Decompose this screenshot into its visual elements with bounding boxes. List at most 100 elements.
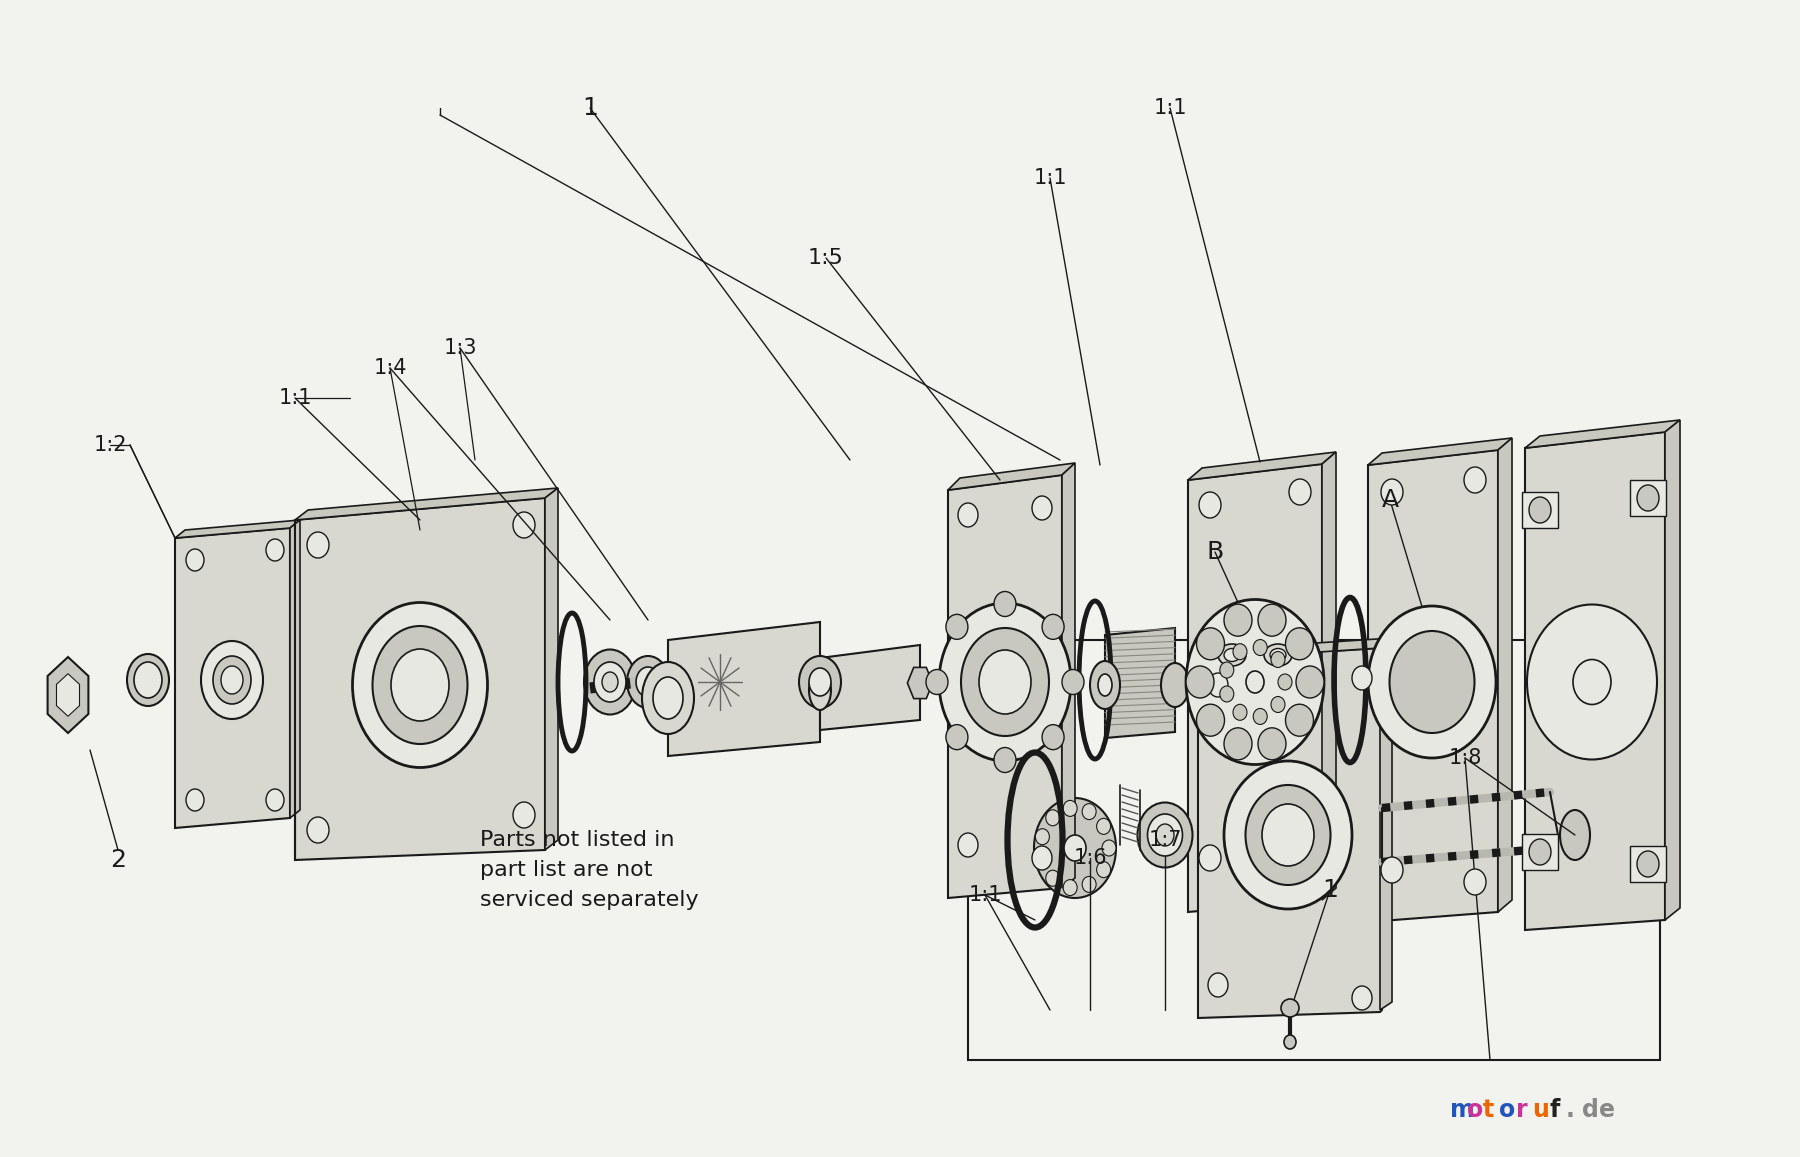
Ellipse shape	[1098, 675, 1112, 697]
Text: o: o	[1467, 1098, 1483, 1122]
Ellipse shape	[1285, 628, 1314, 659]
Ellipse shape	[1289, 857, 1310, 883]
Ellipse shape	[1197, 705, 1224, 736]
Ellipse shape	[1199, 492, 1220, 518]
Ellipse shape	[133, 662, 162, 698]
Polygon shape	[1498, 439, 1512, 912]
Ellipse shape	[594, 662, 626, 702]
Ellipse shape	[1031, 496, 1051, 519]
Ellipse shape	[1636, 485, 1660, 511]
Ellipse shape	[1636, 852, 1660, 877]
Polygon shape	[1062, 463, 1075, 889]
Polygon shape	[821, 644, 920, 730]
Ellipse shape	[1031, 846, 1051, 870]
Ellipse shape	[1224, 728, 1253, 760]
Text: Parts not listed in
part list are not
serviced separately: Parts not listed in part list are not se…	[481, 831, 698, 909]
Polygon shape	[1525, 432, 1665, 930]
Polygon shape	[295, 488, 558, 519]
Polygon shape	[1199, 648, 1382, 1018]
Ellipse shape	[1197, 628, 1224, 659]
Ellipse shape	[1285, 705, 1314, 736]
Text: 1:8: 1:8	[1449, 747, 1481, 768]
Ellipse shape	[1064, 835, 1085, 861]
Text: 1:7: 1:7	[1148, 830, 1183, 850]
Ellipse shape	[1033, 798, 1116, 898]
Ellipse shape	[221, 666, 243, 694]
Ellipse shape	[1258, 728, 1285, 760]
Polygon shape	[175, 519, 301, 538]
Ellipse shape	[1271, 649, 1285, 662]
Polygon shape	[56, 673, 79, 716]
Ellipse shape	[1561, 810, 1589, 860]
Ellipse shape	[1220, 662, 1233, 678]
Ellipse shape	[1046, 870, 1060, 886]
Ellipse shape	[1368, 606, 1496, 758]
Ellipse shape	[1082, 804, 1096, 819]
Ellipse shape	[626, 656, 670, 708]
Ellipse shape	[1156, 824, 1174, 846]
Text: d: d	[1582, 1098, 1598, 1122]
Polygon shape	[1631, 480, 1667, 516]
Ellipse shape	[635, 666, 661, 697]
Ellipse shape	[1035, 852, 1049, 868]
Ellipse shape	[1463, 467, 1487, 493]
Text: 1:3: 1:3	[443, 338, 477, 358]
Ellipse shape	[1042, 724, 1064, 750]
Ellipse shape	[1289, 479, 1310, 504]
Ellipse shape	[1528, 839, 1552, 865]
Text: 1:6: 1:6	[1073, 848, 1107, 868]
Polygon shape	[1321, 452, 1336, 900]
Ellipse shape	[958, 833, 977, 857]
Ellipse shape	[1138, 803, 1192, 868]
Ellipse shape	[1148, 815, 1183, 856]
Ellipse shape	[1271, 651, 1285, 668]
Text: 1:5: 1:5	[808, 248, 844, 268]
Ellipse shape	[1096, 862, 1111, 878]
Text: o: o	[1499, 1098, 1516, 1122]
Ellipse shape	[1046, 810, 1060, 826]
Ellipse shape	[961, 628, 1049, 736]
Ellipse shape	[1246, 784, 1330, 885]
Text: A: A	[1381, 488, 1399, 513]
Ellipse shape	[1224, 761, 1352, 909]
Ellipse shape	[266, 789, 284, 811]
Ellipse shape	[1233, 643, 1247, 659]
Text: .: .	[1566, 1098, 1575, 1122]
Ellipse shape	[601, 672, 617, 692]
Text: t: t	[1483, 1098, 1494, 1122]
Ellipse shape	[1283, 1036, 1296, 1049]
Ellipse shape	[1064, 879, 1076, 896]
Ellipse shape	[1381, 479, 1402, 504]
Polygon shape	[1381, 638, 1391, 1010]
Polygon shape	[545, 488, 558, 850]
Ellipse shape	[947, 614, 968, 640]
Text: f: f	[1550, 1098, 1559, 1122]
Ellipse shape	[266, 539, 284, 561]
Ellipse shape	[925, 670, 949, 694]
Text: 1:4: 1:4	[373, 358, 407, 378]
Ellipse shape	[1352, 666, 1372, 690]
Polygon shape	[949, 463, 1075, 491]
Ellipse shape	[1352, 986, 1372, 1010]
Ellipse shape	[1296, 666, 1325, 698]
Polygon shape	[1665, 420, 1679, 920]
Ellipse shape	[1463, 869, 1487, 896]
Text: 2: 2	[110, 848, 126, 872]
Text: 1:1: 1:1	[1033, 168, 1067, 187]
Ellipse shape	[212, 656, 250, 703]
Ellipse shape	[353, 603, 488, 767]
Ellipse shape	[513, 802, 535, 828]
Text: B: B	[1206, 540, 1224, 563]
Ellipse shape	[1062, 670, 1084, 694]
Ellipse shape	[1271, 697, 1285, 713]
Polygon shape	[47, 657, 88, 734]
Polygon shape	[668, 622, 821, 756]
Ellipse shape	[1278, 675, 1292, 690]
Ellipse shape	[1042, 614, 1064, 640]
Ellipse shape	[391, 649, 448, 721]
Ellipse shape	[1390, 631, 1474, 734]
Ellipse shape	[1262, 804, 1314, 865]
Ellipse shape	[1233, 705, 1247, 721]
Ellipse shape	[513, 513, 535, 538]
Ellipse shape	[185, 550, 203, 572]
